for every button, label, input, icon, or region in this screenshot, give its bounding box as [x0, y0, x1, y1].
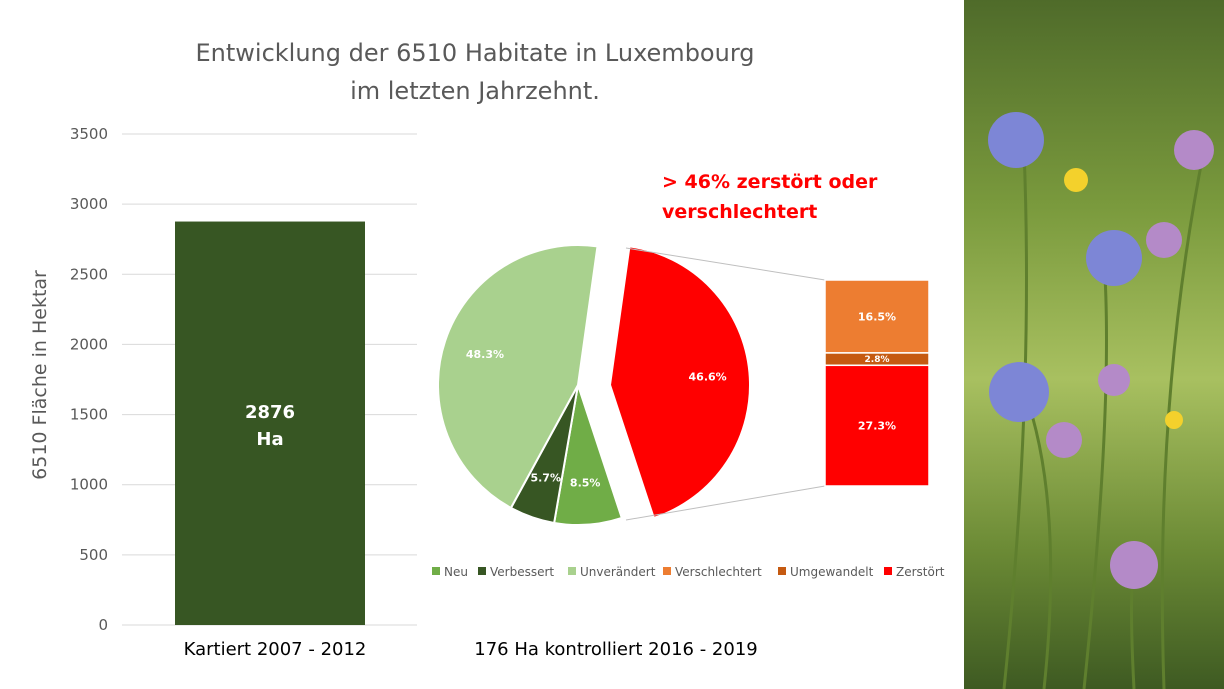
- connector-line: [625, 247, 826, 281]
- legend-label: Verschlechtert: [675, 565, 762, 579]
- pie-slice-other: [608, 245, 751, 520]
- legend-label: Zerstört: [896, 565, 945, 579]
- pie-title-line-1: > 46% zerstört oder: [662, 171, 878, 193]
- y-tick-label: 1000: [70, 476, 108, 494]
- bar-data-label: 2876: [245, 402, 295, 423]
- y-tick-label: 3000: [70, 195, 108, 213]
- chart-area: 0 500 1000 1500 2000 2500 3000 3500 6510 Fläche …: [29, 125, 945, 660]
- breakdown-data-label: 27.3%: [858, 420, 896, 433]
- y-tick-label: 2000: [70, 335, 108, 353]
- legend-label: Neu: [444, 565, 468, 579]
- meadow-flowers-photo: [964, 0, 1224, 689]
- pie-data-label: 5.7%: [530, 472, 561, 485]
- breakdown-segment-verschlechtert: [824, 279, 930, 354]
- pie-title-line-2: verschlechtert: [662, 201, 817, 223]
- y-tick-label: 1500: [70, 406, 108, 424]
- legend-label: Unverändert: [580, 565, 656, 579]
- connector-line: [625, 485, 826, 521]
- y-axis-label: 6510 Fläche in Hektar: [29, 270, 51, 480]
- y-tick-label: 0: [98, 616, 108, 634]
- bar: [175, 221, 365, 626]
- bar-data-label: Ha: [256, 429, 283, 450]
- legend-label: Umgewandelt: [790, 565, 874, 579]
- legend-swatch: [478, 567, 486, 575]
- title-line-1: Entwicklung der 6510 Habitate in Luxembo…: [195, 39, 755, 67]
- legend-label: Verbessert: [490, 565, 554, 579]
- breakdown-segment-zerstört: [824, 364, 930, 487]
- pie-data-label: 48.3%: [466, 348, 504, 361]
- title-line-2: im letzten Jahrzehnt.: [350, 77, 600, 105]
- y-tick-label: 2500: [70, 265, 108, 283]
- y-tick-label: 3500: [70, 125, 108, 143]
- breakdown-data-label: 2.8%: [865, 355, 890, 365]
- pie-data-label: 46.6%: [689, 370, 727, 383]
- y-tick-label: 500: [79, 546, 108, 564]
- legend-swatch: [663, 567, 671, 575]
- legend-swatch: [568, 567, 576, 575]
- pie-slice-unverändert: [437, 244, 599, 510]
- legend-swatch: [884, 567, 892, 575]
- pie-x-label: 176 Ha kontrolliert 2016 - 2019: [474, 639, 757, 660]
- breakdown-data-label: 16.5%: [858, 310, 896, 323]
- x-category-label: Kartiert 2007 - 2012: [184, 639, 367, 660]
- chart-title: Entwicklung der 6510 Habitate in Luxembo…: [140, 34, 810, 110]
- pie-data-label: 8.5%: [570, 477, 601, 490]
- legend-swatch: [432, 567, 440, 575]
- legend-swatch: [778, 567, 786, 575]
